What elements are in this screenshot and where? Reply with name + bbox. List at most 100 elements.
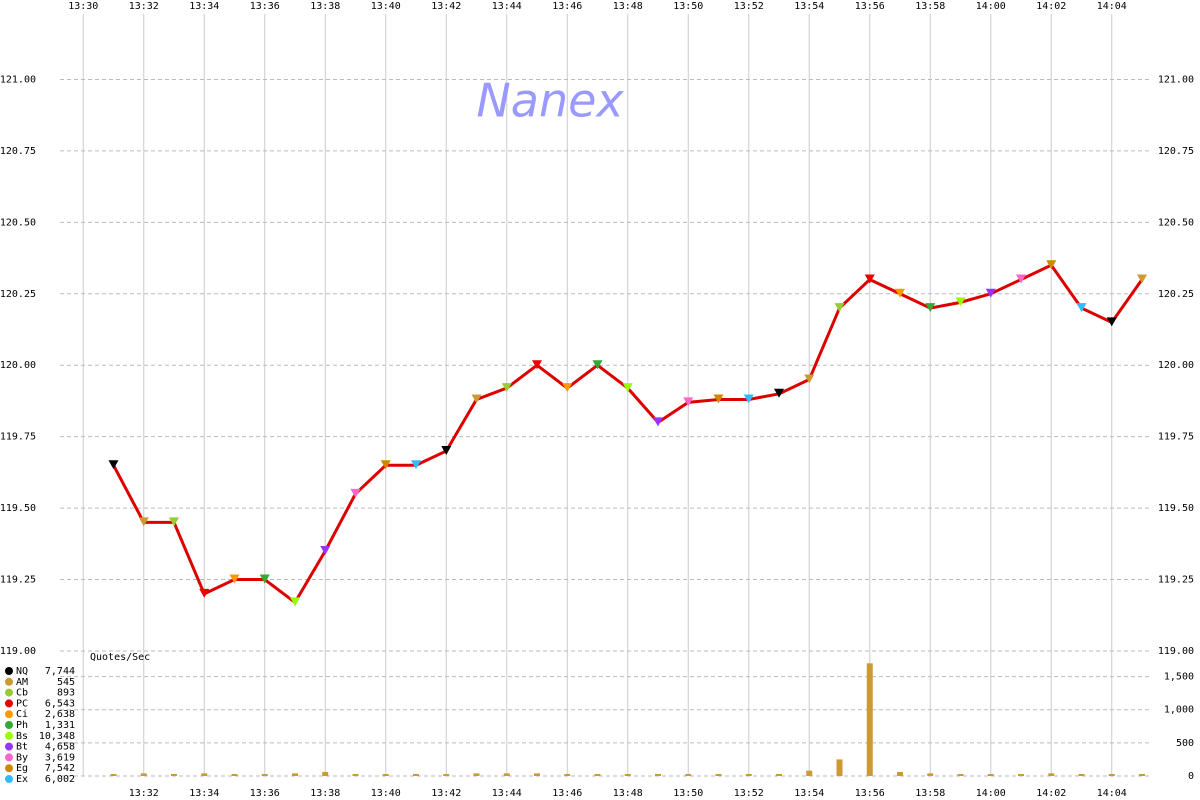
quote-marker (411, 460, 421, 470)
x-tick-label: 13:46 (552, 1, 582, 12)
y-tick-label: 120.00 (0, 360, 36, 371)
y-tick-label: 119.25 (0, 575, 36, 586)
quote-marker (471, 394, 482, 404)
legend-swatch (5, 688, 13, 697)
bar (231, 774, 238, 776)
x-tick-label: 13:34 (189, 788, 219, 799)
quote-marker (592, 360, 603, 370)
y-tick-label: 120.25 (1158, 289, 1194, 300)
x-tick-label: 13:32 (129, 1, 159, 12)
x-tick-label: 13:40 (371, 788, 401, 799)
quote-marker (804, 374, 815, 384)
x-tick-label: 13:52 (734, 788, 764, 799)
bar (443, 774, 450, 776)
bar (110, 774, 117, 776)
legend-count: 4,658 (45, 742, 75, 753)
x-tick-label: 13:36 (250, 788, 280, 799)
legend-count: 6,002 (45, 774, 75, 785)
x-tick-label: 13:50 (673, 1, 703, 12)
quote-marker (834, 303, 845, 313)
quote-marker (532, 360, 542, 370)
quote-marker (925, 303, 936, 313)
legend-name: PC (16, 698, 28, 709)
x-tick-label: 14:02 (1036, 1, 1066, 12)
quote-marker (955, 297, 966, 307)
y-tick-label: 120.50 (0, 217, 36, 228)
legend-count: 7,542 (45, 763, 75, 774)
bar (836, 759, 843, 776)
legend-swatch (5, 677, 13, 686)
quote-marker (290, 597, 300, 607)
bar (473, 773, 480, 776)
legend-name: Bs (16, 731, 28, 742)
quote-marker (622, 383, 633, 393)
x-tick-label: 13:40 (371, 1, 401, 12)
y-tick-label: 119.00 (0, 646, 36, 657)
y-tick-label: 121.00 (1158, 74, 1194, 85)
x-tick-label: 14:04 (1097, 788, 1127, 799)
quote-marker (501, 383, 512, 393)
bar (715, 774, 722, 776)
x-tick-label: 13:50 (673, 788, 703, 799)
y-tick-label: 120.00 (1158, 360, 1194, 371)
legend-count: 1,331 (45, 720, 75, 731)
x-tick-label: 13:48 (613, 1, 643, 12)
legend-swatch (5, 753, 13, 762)
legend-count: 545 (57, 677, 75, 688)
quote-marker (1137, 274, 1147, 284)
bar (655, 774, 661, 776)
quote-marker (864, 274, 875, 284)
x-tick-label: 14:00 (976, 788, 1006, 799)
bar (140, 773, 147, 776)
quote-marker (1106, 317, 1117, 327)
quote-marker (1046, 260, 1057, 270)
x-tick-label: 13:46 (552, 788, 582, 799)
bar (261, 774, 268, 776)
y-tick-label: 120.50 (1158, 217, 1194, 228)
bar (685, 774, 692, 776)
y-tick-label: 119.50 (1158, 503, 1194, 514)
y-tick-label: 119.00 (1158, 646, 1194, 657)
bar (624, 774, 631, 776)
quote-marker (380, 460, 391, 470)
legend-count: 6,543 (45, 698, 75, 709)
legend-name: AM (16, 677, 28, 688)
quote-marker (774, 388, 784, 398)
quote-marker (259, 574, 270, 584)
quote-marker (713, 394, 724, 404)
x-tick-label: 13:56 (855, 788, 885, 799)
quote-marker (441, 445, 452, 455)
x-tick-label: 13:52 (734, 1, 764, 12)
legend-count: 7,744 (45, 666, 75, 677)
bar (352, 774, 359, 776)
legend-swatch (5, 764, 13, 773)
quote-marker (653, 417, 663, 427)
x-tick-label: 13:56 (855, 1, 885, 12)
x-tick-label: 13:58 (915, 788, 945, 799)
legend-name: Ci (16, 709, 28, 720)
quote-marker (169, 517, 179, 527)
quote-marker (1016, 274, 1026, 284)
quote-marker (683, 397, 694, 407)
bar (957, 774, 964, 776)
x-tick-label: 13:32 (129, 788, 159, 799)
legend-swatch (5, 710, 13, 719)
legend-name: By (16, 752, 28, 763)
bar (503, 773, 510, 776)
legend-swatch (5, 699, 13, 708)
bar (201, 773, 208, 776)
x-tick-label: 14:02 (1036, 788, 1066, 799)
quote-marker (138, 517, 149, 527)
legend-name: Cb (16, 688, 28, 699)
bar (292, 773, 298, 776)
y-tick-label: 1,000 (1164, 705, 1194, 716)
x-tick-label: 13:48 (613, 788, 643, 799)
bar (413, 774, 419, 776)
x-tick-label: 13:58 (915, 1, 945, 12)
quote-marker (1076, 303, 1087, 313)
y-tick-label: 119.50 (0, 503, 36, 514)
y-tick-label: 119.25 (1158, 575, 1194, 586)
x-tick-label: 14:00 (976, 1, 1006, 12)
bar (866, 663, 873, 776)
legend-count: 10,348 (39, 731, 75, 742)
